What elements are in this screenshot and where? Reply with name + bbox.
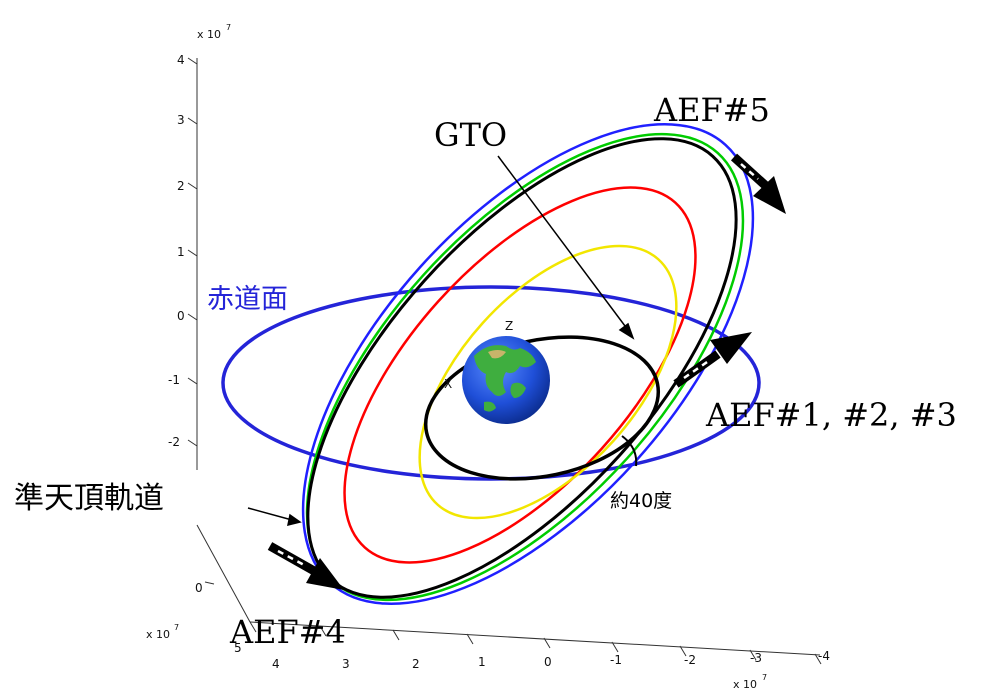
earth-desert [488, 350, 506, 359]
x-tick-label: 5 [234, 641, 242, 655]
x-exponent: x 10 7 [733, 673, 767, 691]
axes-frame [187, 57, 822, 665]
aef5-label: AEF#5 [653, 91, 770, 129]
gto-orbit [423, 335, 661, 481]
x-tick-label: 2 [412, 657, 420, 671]
x-tick-labels: 5 4 3 2 1 0 -1 -2 -3 -4 [234, 641, 830, 671]
z-tick-label: 1 [177, 245, 185, 259]
qzs-pointer-arrowhead [287, 513, 302, 527]
z-tick-label: 2 [177, 179, 185, 193]
qzs-pointer-line [247, 507, 293, 521]
z-exponent: x 10 7 [197, 23, 231, 41]
direction-arrows [267, 153, 786, 590]
gto-label: GTO [434, 116, 507, 154]
z-tick-label: -1 [168, 373, 180, 387]
x-tick-label: 0 [544, 655, 552, 669]
inclination-arc [621, 435, 638, 467]
x-tick-label: 4 [272, 657, 280, 671]
left-axis-labels: 0 x 10 7 [146, 581, 203, 641]
left-exponent-power: 7 [174, 623, 179, 632]
x-axis-line [249, 621, 821, 656]
aef123-arrow-icon [673, 332, 752, 388]
left-tick-marks [204, 581, 215, 585]
z-tick-label: -2 [168, 435, 180, 449]
x-tick-marks [249, 621, 822, 665]
z-tick-labels: 4 3 2 1 0 -1 -2 [168, 53, 185, 449]
inclination-label: 約40度 [610, 490, 672, 512]
earth-globe [462, 336, 550, 424]
x-tick-label: -1 [610, 653, 622, 667]
gto-pointer-line [497, 155, 629, 331]
qzs-orbit-label: 準天頂軌道 [14, 481, 164, 516]
z-tick-marks [187, 57, 198, 447]
x-tick-label: 3 [342, 657, 350, 671]
globe-axis-x: X [444, 377, 452, 391]
z-tick-label: 4 [177, 53, 185, 67]
x-exponent-base: x 10 [733, 678, 757, 691]
aef4-arrow-icon [267, 542, 344, 590]
aef4-label: AEF#4 [229, 613, 346, 651]
orbit-red [343, 186, 697, 564]
x-tick-label: 1 [478, 655, 486, 669]
globe-axis-z: Z [505, 319, 513, 333]
x-tick-label: -2 [684, 653, 696, 667]
orbit-yellow [418, 244, 678, 520]
z-exponent-power: 7 [226, 23, 231, 32]
aef123-label: AEF#1, #2, #3 [705, 396, 957, 434]
earth-land [474, 345, 536, 412]
z-exponent-base: x 10 [197, 28, 221, 41]
gto-pointer-arrowhead [618, 322, 635, 340]
x-tick-label: -3 [750, 651, 762, 665]
y-axis-line [196, 524, 251, 623]
pointer-lines [247, 155, 638, 527]
equatorial-plane-label: 赤道面 [207, 284, 288, 315]
aef5-arrow-icon [730, 153, 786, 214]
x-tick-label: -4 [818, 649, 830, 663]
z-tick-label: 3 [177, 113, 185, 127]
left-exponent-base: x 10 [146, 628, 170, 641]
x-exponent-power: 7 [762, 673, 767, 682]
z-tick-label: 0 [177, 309, 185, 323]
left-tick-label: 0 [195, 581, 203, 595]
